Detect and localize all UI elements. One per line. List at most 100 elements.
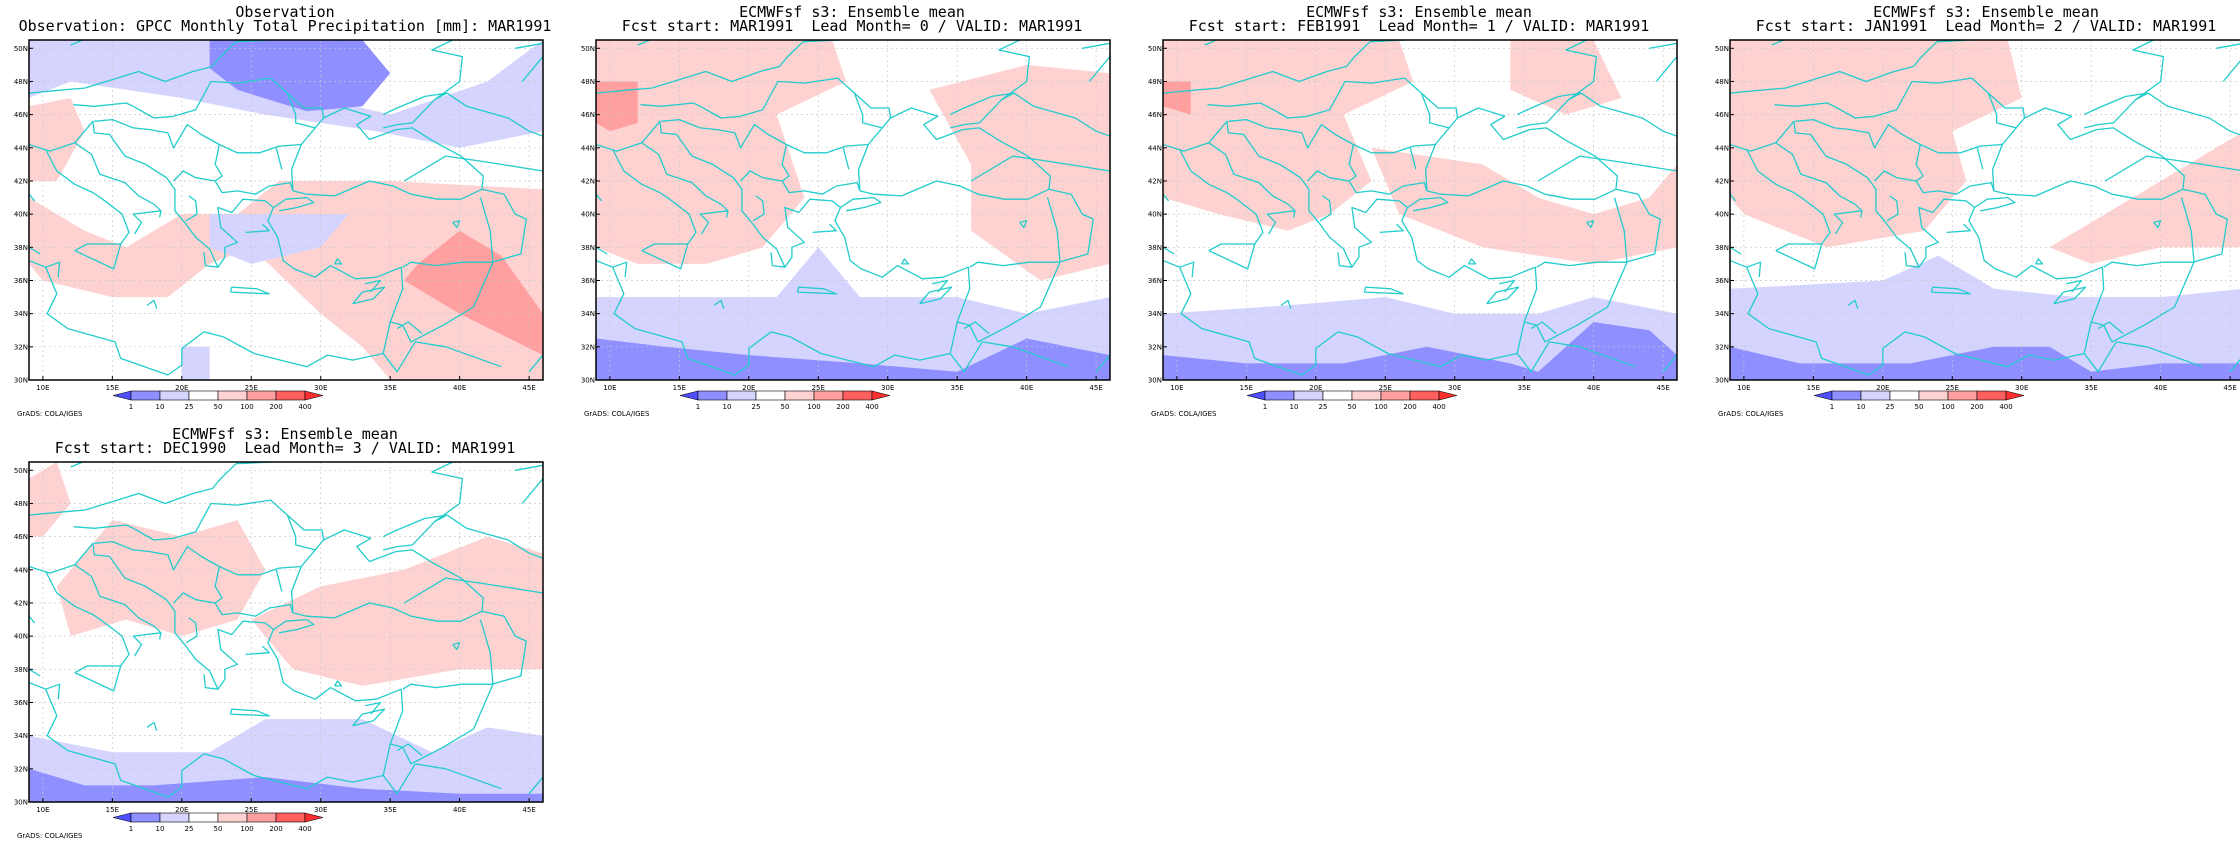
- lat-tick-label: 36N: [14, 699, 28, 707]
- lat-tick-label: 34N: [581, 310, 595, 318]
- lat-tick-label: 30N: [1148, 377, 1162, 385]
- lon-tick-label: 15E: [1807, 384, 1820, 392]
- colorbar-label: 200: [836, 403, 849, 411]
- lat-tick-label: 42N: [1148, 177, 1162, 185]
- colorbar-segment: [218, 391, 247, 400]
- lon-tick-label: 40E: [453, 806, 466, 814]
- colorbar-label: 100: [240, 403, 253, 411]
- colorbar-label: 100: [1374, 403, 1387, 411]
- lat-tick-label: 48N: [14, 500, 28, 508]
- colorbar-label: 50: [1915, 403, 1924, 411]
- lat-tick-label: 38N: [1715, 244, 1729, 252]
- lat-tick-label: 36N: [1715, 277, 1729, 285]
- colorbar-segment: [247, 391, 276, 400]
- colorbar-label: 50: [1348, 403, 1357, 411]
- colorbar-label: 25: [752, 403, 761, 411]
- panel-subtitle: Fcst start: JAN1991 Lead Month= 2 / VALI…: [1716, 18, 2240, 34]
- precip-shading: [596, 82, 638, 132]
- colorbar-label: 100: [1941, 403, 1954, 411]
- colorbar-segment: [1410, 391, 1439, 400]
- colorbar-arrow-low: [1814, 391, 1832, 400]
- colorbar-label: 100: [240, 825, 253, 833]
- lon-tick-label: 30E: [881, 384, 894, 392]
- colorbar-label: 50: [214, 403, 223, 411]
- lon-tick-label: 30E: [314, 806, 327, 814]
- lon-tick-label: 30E: [2015, 384, 2028, 392]
- lat-tick-label: 46N: [1715, 111, 1729, 119]
- grads-credit: GrADS: COLA/IGES: [17, 410, 82, 418]
- grads-credit: GrADS: COLA/IGES: [1151, 410, 1216, 418]
- lat-tick-label: 34N: [14, 310, 28, 318]
- lon-tick-label: 30E: [1448, 384, 1461, 392]
- lat-tick-label: 44N: [14, 566, 28, 574]
- lat-tick-label: 38N: [14, 244, 28, 252]
- map-panel-observation: Observation Observation: GPCC Monthly To…: [15, 0, 555, 420]
- colorbar-segment: [1919, 391, 1948, 400]
- colorbar-label: 25: [185, 403, 194, 411]
- lon-tick-label: 15E: [106, 806, 119, 814]
- colorbar-label: 1: [1263, 403, 1267, 411]
- colorbar-segment: [1352, 391, 1381, 400]
- colorbar-arrow-high: [872, 391, 890, 400]
- colorbar-label: 1: [129, 403, 133, 411]
- colorbar-segment: [276, 391, 305, 400]
- colorbar-label: 400: [865, 403, 878, 411]
- lon-tick-label: 10E: [36, 384, 49, 392]
- lat-tick-label: 50N: [581, 45, 595, 53]
- lat-tick-label: 32N: [14, 343, 28, 351]
- lat-tick-label: 44N: [1148, 144, 1162, 152]
- colorbar-segment: [1948, 391, 1977, 400]
- colorbar-label: 200: [1970, 403, 1983, 411]
- colorbar-segment: [1977, 391, 2006, 400]
- colorbar-arrow-high: [1439, 391, 1457, 400]
- lat-tick-label: 50N: [14, 467, 28, 475]
- map-panel-lead-2: ECMWFsf s3: Ensemble mean Fcst start: JA…: [1716, 0, 2240, 420]
- colorbar-segment: [131, 813, 160, 822]
- colorbar-label: 400: [298, 403, 311, 411]
- grads-credit: GrADS: COLA/IGES: [17, 832, 82, 840]
- colorbar-arrow-low: [113, 391, 131, 400]
- colorbar-segment: [756, 391, 785, 400]
- lat-tick-label: 44N: [14, 144, 28, 152]
- lat-tick-label: 40N: [1715, 211, 1729, 219]
- lon-tick-label: 35E: [2085, 384, 2098, 392]
- colorbar-label: 10: [1290, 403, 1299, 411]
- colorbar-label: 10: [723, 403, 732, 411]
- map-panel-lead-1: ECMWFsf s3: Ensemble mean Fcst start: FE…: [1149, 0, 1689, 420]
- colorbar-segment: [1323, 391, 1352, 400]
- lat-tick-label: 48N: [1715, 78, 1729, 86]
- colorbar-label: 10: [156, 825, 165, 833]
- colorbar-label: 25: [1886, 403, 1895, 411]
- colorbar-arrow-high: [305, 813, 323, 822]
- lat-tick-label: 34N: [14, 732, 28, 740]
- lon-tick-label: 30E: [314, 384, 327, 392]
- colorbar-label: 400: [1999, 403, 2012, 411]
- panel-subtitle: Fcst start: DEC1990 Lead Month= 3 / VALI…: [15, 440, 555, 456]
- lat-tick-label: 34N: [1715, 310, 1729, 318]
- colorbar-segment: [698, 391, 727, 400]
- lat-tick-label: 30N: [14, 799, 28, 807]
- colorbar-segment: [785, 391, 814, 400]
- lon-tick-label: 15E: [106, 384, 119, 392]
- colorbar-label: 1: [1830, 403, 1834, 411]
- colorbar-segment: [727, 391, 756, 400]
- lat-tick-label: 32N: [1148, 343, 1162, 351]
- lat-tick-label: 46N: [14, 111, 28, 119]
- lat-tick-label: 48N: [581, 78, 595, 86]
- colorbar-arrow-high: [2006, 391, 2024, 400]
- colorbar-segment: [160, 391, 189, 400]
- colorbar-label: 200: [269, 403, 282, 411]
- colorbar-segment: [160, 813, 189, 822]
- lon-tick-label: 40E: [453, 384, 466, 392]
- precip-shading: [182, 347, 210, 380]
- map-panel-lead-0: ECMWFsf s3: Ensemble mean Fcst start: MA…: [582, 0, 1122, 420]
- colorbar-segment: [189, 813, 218, 822]
- lon-tick-label: 10E: [1170, 384, 1183, 392]
- colorbar-label: 1: [696, 403, 700, 411]
- lat-tick-label: 32N: [14, 765, 28, 773]
- colorbar-segment: [189, 391, 218, 400]
- lon-tick-label: 15E: [673, 384, 686, 392]
